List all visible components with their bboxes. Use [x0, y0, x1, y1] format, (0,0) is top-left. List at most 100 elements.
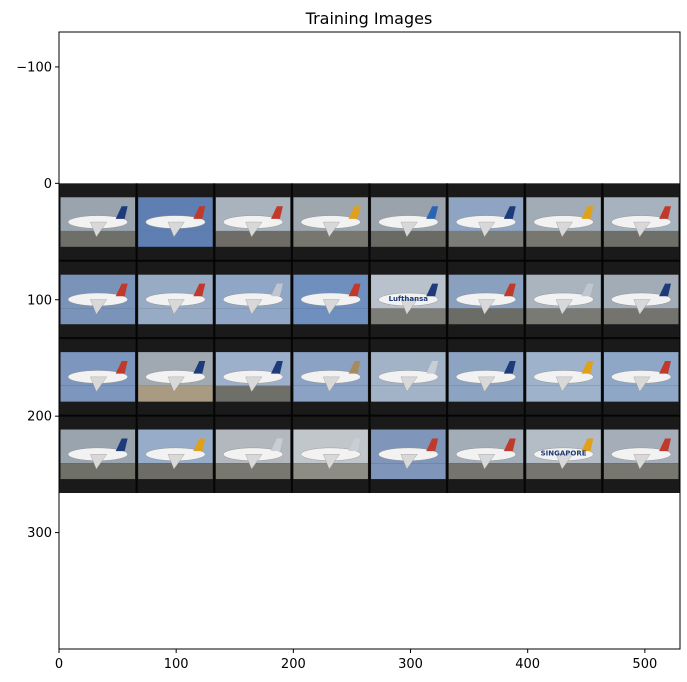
x-tick-label: 500	[632, 657, 657, 672]
plane-wing	[90, 376, 108, 393]
tile-ground	[603, 463, 679, 480]
plane-tail	[426, 283, 439, 297]
image-tile	[215, 274, 291, 325]
plane-wing	[555, 299, 573, 315]
tile-ground	[526, 463, 601, 480]
image-tile	[448, 197, 524, 247]
image-tile	[138, 274, 213, 325]
plane-tail	[426, 206, 439, 219]
tile-ground	[293, 463, 368, 480]
plane-tail	[426, 361, 439, 374]
image-tile	[448, 352, 524, 402]
image-tile	[293, 429, 368, 480]
plane-wing	[323, 299, 340, 315]
plane-tail	[270, 283, 283, 297]
image-tile	[215, 352, 291, 402]
image-tile	[293, 274, 368, 325]
tile-ground	[603, 308, 679, 325]
plane-tail	[503, 361, 516, 374]
x-tick-label: 0	[55, 657, 63, 672]
y-tick-label: 100	[27, 293, 52, 308]
plane-wing	[633, 376, 651, 393]
tile-ground	[448, 463, 524, 480]
plane-tail	[193, 206, 206, 219]
image-tile	[448, 429, 524, 480]
plane-tail	[503, 438, 516, 452]
plane-wing	[400, 376, 418, 393]
image-tile	[526, 274, 601, 325]
x-tick-label: 200	[281, 657, 306, 672]
image-tile	[371, 197, 446, 247]
image-tile	[293, 197, 368, 247]
y-tick-label: 0	[44, 177, 52, 192]
plane-wing	[323, 376, 340, 393]
tile-ground	[293, 230, 368, 247]
plane-tail	[115, 361, 128, 374]
plane-tail	[348, 438, 361, 452]
plane-tail	[503, 206, 516, 219]
image-tile	[60, 197, 136, 247]
tile-ground	[371, 463, 446, 480]
axes-frame	[58, 31, 681, 650]
plane-wing	[400, 454, 418, 470]
image-tile: SINGAPORE	[526, 429, 601, 480]
plane-wing	[555, 376, 573, 393]
plane-wing	[478, 221, 496, 238]
plane-wing	[90, 221, 108, 238]
tile-ground	[138, 308, 213, 325]
chart-title: Training Images	[305, 9, 433, 28]
plane-tail	[115, 283, 128, 297]
y-tick-label: 300	[27, 526, 52, 541]
y-axis: −100 0 100 200 300	[16, 60, 59, 541]
plane-tail	[348, 361, 361, 374]
tile-ground	[215, 463, 291, 480]
tile-ground	[293, 385, 368, 402]
plane-tail	[581, 438, 594, 452]
tile-ground	[215, 230, 291, 247]
x-tick-label: 300	[398, 657, 423, 672]
tile-ground	[526, 385, 601, 402]
plane-wing	[245, 299, 263, 315]
plane-wing	[167, 454, 185, 470]
plane-tail	[581, 283, 594, 297]
image-tile	[371, 429, 446, 480]
image-tile	[603, 429, 679, 480]
plane-wing	[478, 376, 496, 393]
plane-tail	[193, 283, 206, 297]
plane-tail	[659, 283, 671, 297]
plane-wing	[167, 376, 185, 393]
tile-ground	[448, 230, 524, 247]
x-tick-label: 100	[164, 657, 189, 672]
plane-wing	[323, 221, 340, 238]
image-tile	[293, 352, 368, 402]
plane-tail	[270, 438, 283, 452]
image-tile	[526, 197, 601, 247]
tile-ground	[138, 385, 213, 402]
image-tile	[60, 429, 136, 480]
tile-ground	[215, 308, 291, 325]
x-tick-label: 400	[515, 657, 540, 672]
plane-tail	[659, 361, 671, 374]
plane-wing	[555, 454, 573, 470]
plane-tail	[426, 438, 439, 452]
image-tile: Lufthansa	[371, 274, 446, 325]
plane-tail	[348, 206, 361, 219]
image-tile	[215, 429, 291, 480]
image-tile	[138, 197, 213, 247]
plane-tail	[115, 206, 128, 219]
plane-wing	[323, 454, 340, 470]
plane-wing	[245, 376, 263, 393]
plane-wing	[555, 221, 573, 238]
tile-ground	[138, 230, 213, 247]
image-tile	[138, 429, 213, 480]
plane-wing	[400, 299, 418, 315]
tile-ground	[293, 308, 368, 325]
plane-wing	[245, 221, 263, 238]
plane-wing	[478, 299, 496, 315]
plane-tail	[193, 361, 206, 374]
image-tile	[603, 197, 679, 247]
tile-label: Lufthansa	[389, 295, 429, 303]
tile-ground	[371, 385, 446, 402]
image-tile	[603, 274, 679, 325]
plane-tail	[581, 361, 594, 374]
